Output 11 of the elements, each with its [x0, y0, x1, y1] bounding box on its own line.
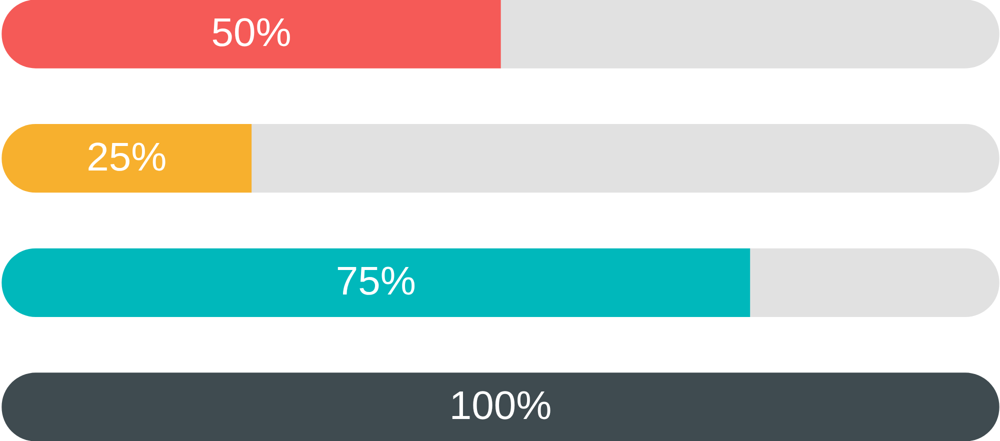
bar	[250, 124, 1000, 193]
bar	[749, 248, 1000, 317]
bar	[2, 248, 750, 317]
bar	[2, 0, 501, 68]
data-label: 75%	[336, 260, 416, 304]
bar	[2, 372, 1000, 441]
data-label: 50%	[211, 11, 292, 56]
data-label: 25%	[86, 135, 167, 180]
bar	[500, 0, 1000, 68]
data-label: 100%	[449, 384, 552, 428]
bar	[2, 124, 252, 193]
